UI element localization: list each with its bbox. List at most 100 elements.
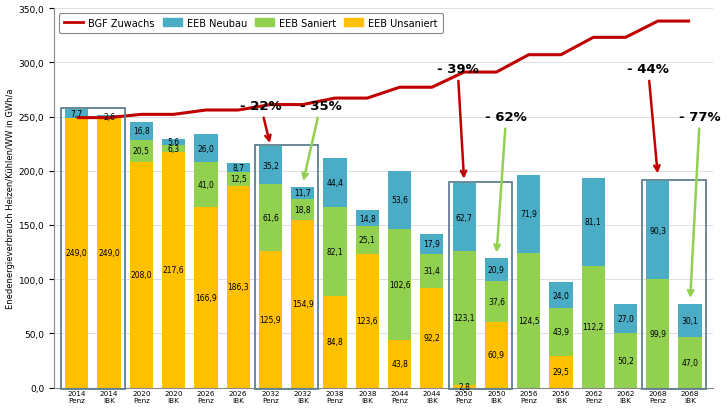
Text: 35,2: 35,2 [262,161,279,170]
Bar [61,109,124,389]
Text: 186,3: 186,3 [227,283,249,292]
Bar [226,163,250,173]
Text: - 22%: - 22% [240,100,282,141]
Bar [323,159,347,207]
Text: 60,9: 60,9 [488,350,505,359]
Text: 84,8: 84,8 [327,337,344,346]
Text: 31,4: 31,4 [424,267,440,276]
Bar [448,182,512,389]
Text: 62,7: 62,7 [456,213,472,222]
Text: - 39%: - 39% [437,63,478,177]
Text: 166,9: 166,9 [195,293,217,302]
Text: 71,9: 71,9 [521,210,537,218]
Text: 99,9: 99,9 [649,329,666,338]
Text: 5,6: 5,6 [167,138,180,147]
Bar [485,258,508,281]
Text: 29,5: 29,5 [553,367,569,376]
Bar [453,184,476,252]
Text: 7,7: 7,7 [71,110,83,119]
Text: 2,8: 2,8 [458,382,470,391]
Text: 30,1: 30,1 [681,316,699,325]
Y-axis label: Enedenergieverbrauch Heizen/Kühlen/WW in GWh/a: Enedenergieverbrauch Heizen/Kühlen/WW in… [6,88,15,308]
Text: 20,5: 20,5 [133,147,150,156]
Bar [550,282,573,308]
Text: 90,3: 90,3 [649,226,666,235]
Bar [388,340,411,388]
Text: 92,2: 92,2 [424,333,440,342]
Text: 123,1: 123,1 [454,314,475,323]
Bar [259,252,282,388]
Bar [582,266,605,388]
Bar [678,337,702,388]
Text: 102,6: 102,6 [389,280,411,289]
Text: - 62%: - 62% [486,111,527,250]
Text: 217,6: 217,6 [163,265,184,274]
Text: 43,9: 43,9 [553,328,569,337]
Bar [517,253,540,388]
Text: 249,0: 249,0 [66,249,87,258]
Text: 249,0: 249,0 [98,249,120,258]
Bar [356,211,379,227]
Bar [642,181,705,389]
Text: 81,1: 81,1 [585,218,601,227]
Text: 11,7: 11,7 [294,189,311,198]
Bar [194,163,218,207]
Text: 125,9: 125,9 [260,315,281,324]
Bar [291,220,314,388]
Bar [162,146,185,152]
Text: 47,0: 47,0 [681,358,699,367]
Bar [162,139,185,146]
Bar [678,304,702,337]
Bar [130,163,153,388]
Bar [255,146,318,389]
Bar [291,187,314,200]
Text: 44,4: 44,4 [327,179,344,188]
Bar [420,288,443,388]
Text: 123,6: 123,6 [357,317,378,325]
Text: 2,6: 2,6 [103,112,115,121]
Text: 25,1: 25,1 [359,236,376,245]
Bar [420,254,443,288]
Bar [388,229,411,340]
Text: 16,8: 16,8 [133,127,150,136]
Bar [259,147,282,185]
Bar [66,118,88,388]
Bar [291,200,314,220]
Bar [356,227,379,254]
Bar [98,115,121,118]
Bar [453,252,476,385]
Bar [614,333,637,388]
Bar [646,280,670,388]
Text: 112,2: 112,2 [582,323,604,332]
Text: 208,0: 208,0 [130,271,152,280]
Bar [356,254,379,388]
Text: 26,0: 26,0 [197,144,214,153]
Bar [259,185,282,252]
Bar [323,207,347,296]
Text: 18,8: 18,8 [294,205,311,214]
Text: 82,1: 82,1 [327,247,344,256]
Text: 37,6: 37,6 [488,297,505,306]
Bar [388,171,411,229]
Bar [226,186,250,388]
Text: 50,2: 50,2 [617,356,634,365]
Bar [323,296,347,388]
Bar [194,135,218,163]
Bar [226,173,250,186]
Bar [646,182,670,280]
Text: 27,0: 27,0 [617,314,634,323]
Bar [550,308,573,356]
Bar [517,175,540,253]
Bar [485,322,508,388]
Legend: BGF Zuwachs, EEB Neubau, EEB Saniert, EEB Unsaniert: BGF Zuwachs, EEB Neubau, EEB Saniert, EE… [59,14,443,34]
Bar [98,118,121,388]
Bar [130,140,153,163]
Text: - 35%: - 35% [300,100,341,179]
Text: 61,6: 61,6 [262,213,279,222]
Bar [453,385,476,388]
Text: 124,5: 124,5 [518,316,539,325]
Bar [582,179,605,266]
Bar [162,152,185,388]
Bar [614,304,637,333]
Text: 14,8: 14,8 [359,214,376,223]
